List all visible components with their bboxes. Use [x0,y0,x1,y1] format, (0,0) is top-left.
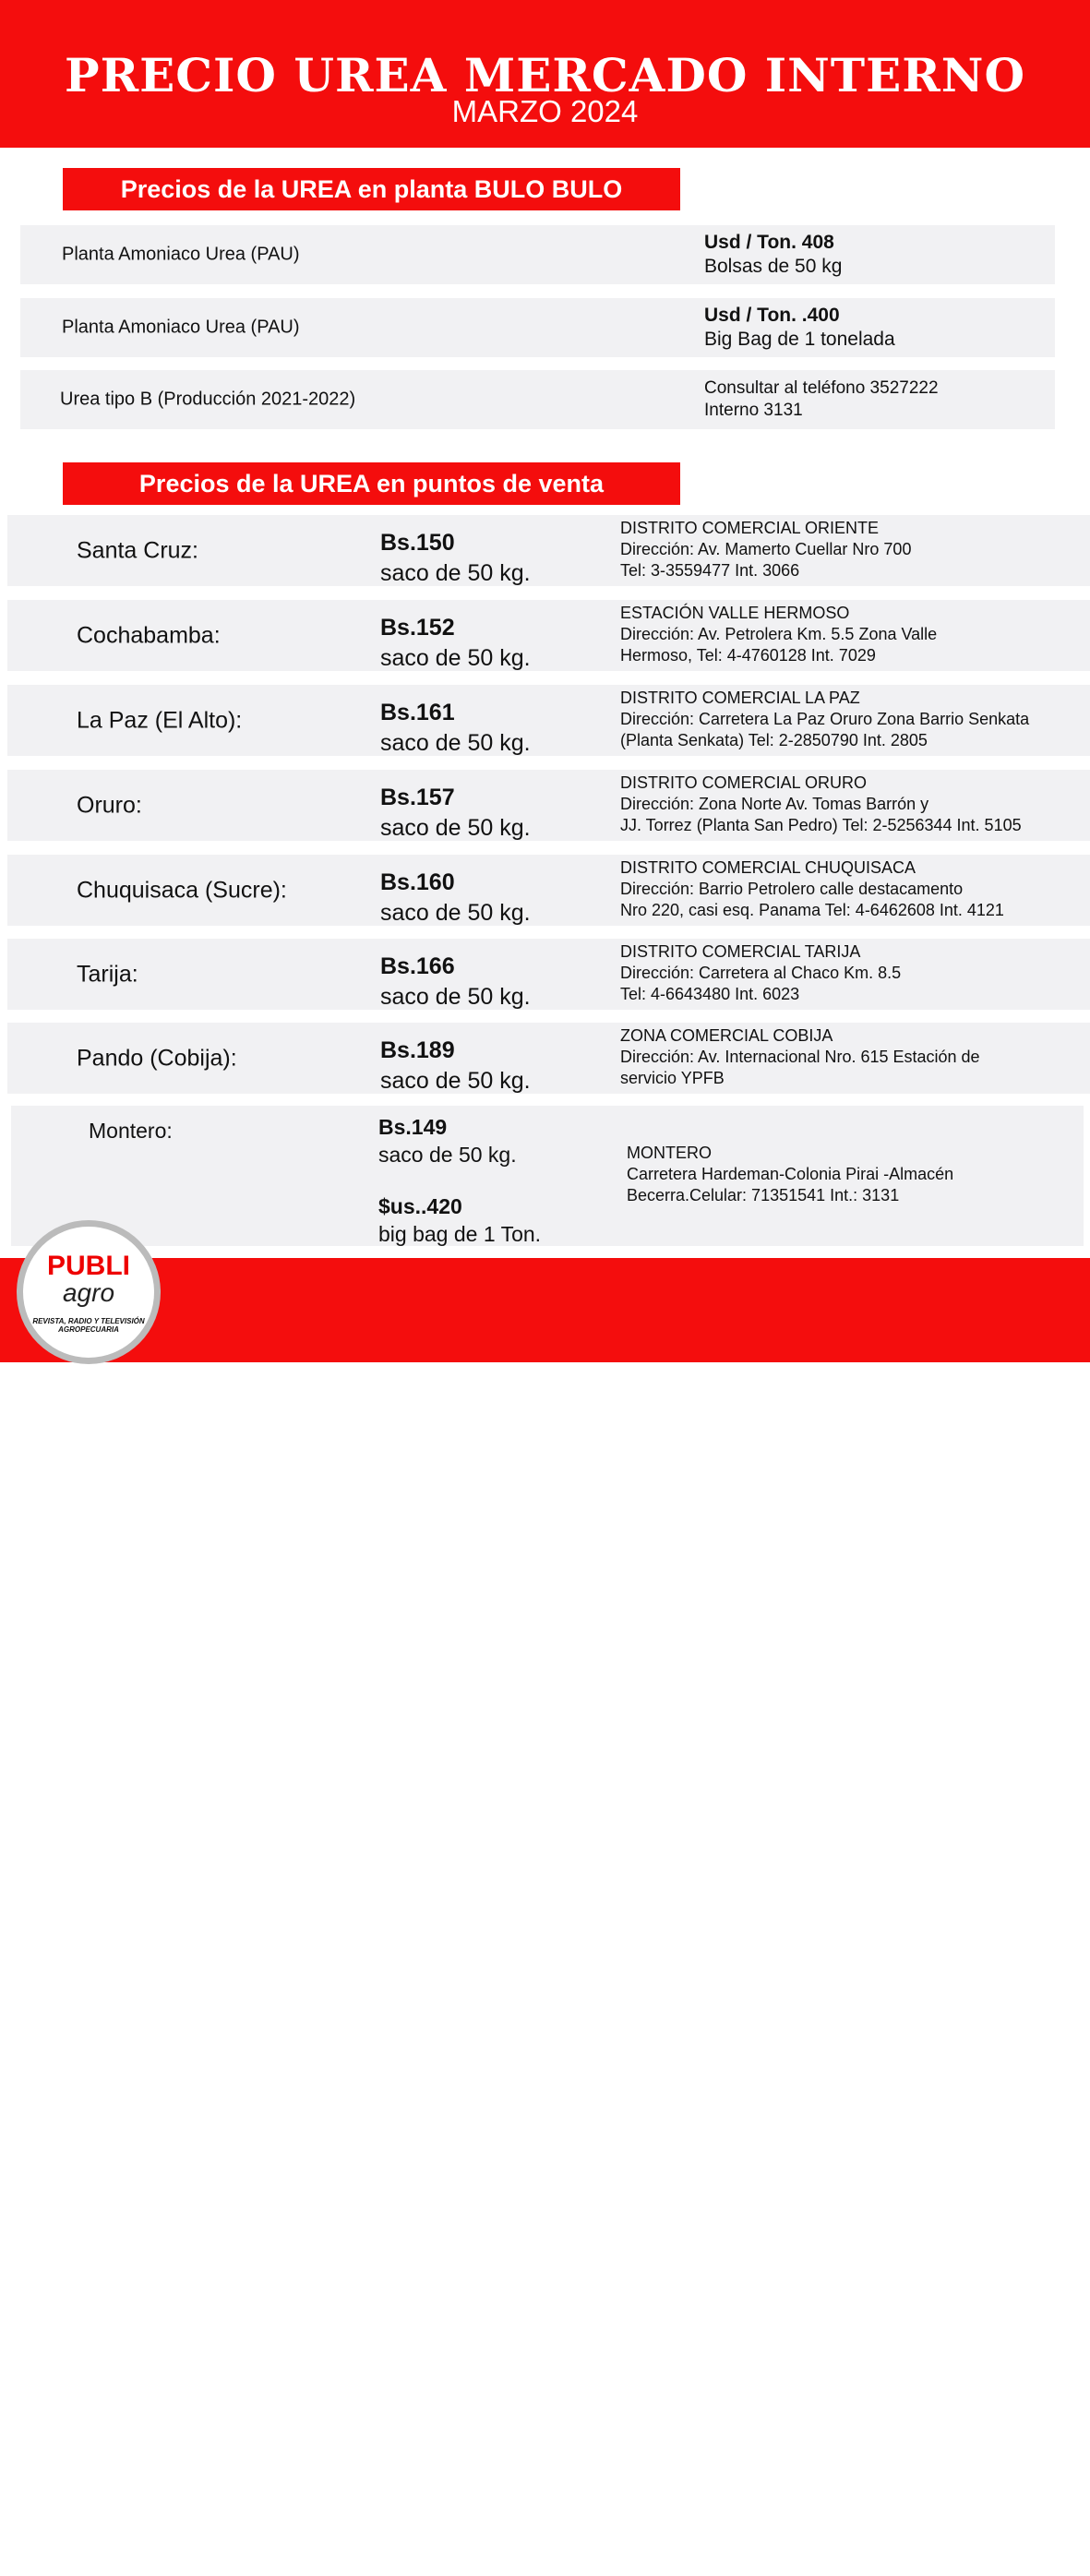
info-line: Tel: 3-3559477 Int. 3066 [620,561,800,580]
info-line: Becerra.Celular: 71351541 Int.: 3131 [627,1186,900,1204]
sales-point-row: Chuquisaca (Sucre): Bs.160 saco de 50 kg.… [7,855,1090,926]
header-banner: PRECIO UREA MERCADO INTERNO MARZO 2024 [0,0,1090,148]
footer-banner: Mennoniten Heute Monogástricos MASCOTAS … [0,1258,1090,2576]
logo-tagline: REVISTA, RADIO Y TELEVISIÓN AGROPECUARIA [32,1317,145,1334]
unit: saco de 50 kg. [380,984,531,1010]
price: Bs.166 [380,953,455,979]
sales-point-row: Pando (Cobija): Bs.189 saco de 50 kg. ZON… [7,1023,1090,1094]
sales-point-row: Oruro: Bs.157 saco de 50 kg. DISTRITO COM… [7,770,1090,841]
unit: saco de 50 kg. [380,730,531,756]
row-name: Planta Amoniaco Urea (PAU) [62,317,300,338]
unit: saco de 50 kg. [380,815,531,841]
logo-agro: agro [62,1278,115,1307]
row-detail: Big Bag de 1 tonelada [704,329,895,350]
city: Chuquisaca (Sucre): [77,877,287,903]
brand-mascotas: MASCOTAS [581,2550,697,2573]
brand-beni-productivo: BENI Productivo [893,2548,1011,2564]
info-line: JJ. Torrez (Planta San Pedro) Tel: 2-525… [620,816,1022,834]
info-line: DISTRITO COMERCIAL ORURO [620,773,868,792]
sales-point-row: Tarija: Bs.166 saco de 50 kg. DISTRITO CO… [7,939,1090,1010]
info-line: (Planta Senkata) Tel: 2-2850790 Int. 280… [620,731,928,749]
info-line: servicio YPFB [620,1069,725,1087]
price: Bs.150 [380,530,455,556]
row-extension: Interno 3131 [704,401,803,420]
info-line: Dirección: Zona Norte Av. Tomas Barrón y [620,795,929,813]
info-line: Hermoso, Tel: 4-4760128 Int. 7029 [620,646,876,665]
info-line: MONTERO [627,1144,712,1162]
info-line: DISTRITO COMERCIAL LA PAZ [620,689,860,707]
info-line: DISTRITO COMERCIAL CHUQUISACA [620,858,916,877]
page-title: PRECIO UREA MERCADO INTERNO [64,48,1025,102]
sales-point-row: Montero: Bs.149 saco de 50 kg. $us..420 big… [11,1106,1084,1246]
price-bigbag: $us..420 [378,1194,462,1218]
row-phone: Consultar al teléfono 3527222 [704,378,939,398]
publiagro-logo: PUBLI agro REVISTA, RADIO Y TELEVISIÓN A… [17,1220,161,1364]
info-line: Carretera Hardeman-Colonia Pirai -Almacé… [627,1165,954,1183]
sales-point-row: Cochabamba: Bs.152 saco de 50 kg. ESTACIÓ… [7,600,1090,671]
price: Bs.189 [380,1037,455,1063]
row-price: Usd / Ton. 408 [704,232,834,253]
row-name: Planta Amoniaco Urea (PAU) [62,244,300,265]
price: Bs.152 [380,615,455,641]
brand-monogastricos: Monogástricos [388,2546,533,2574]
planta-row: Urea tipo B (Producción 2021-2022) Consu… [20,370,1055,429]
price: Bs.160 [380,869,455,895]
unit: saco de 50 kg. [380,645,531,671]
logo-publi: PUBLI [47,1251,130,1281]
section-heading-planta: Precios de la UREA en planta BULO BULO [63,168,680,210]
price: Bs.157 [380,785,455,810]
info-line: DISTRITO COMERCIAL ORIENTE [620,519,880,537]
info-line: Dirección: Carretera La Paz Oruro Zona B… [620,710,1030,728]
info-line: Dirección: Av. Petrolera Km. 5.5 Zona Va… [620,625,938,643]
sales-point-row: La Paz (El Alto): Bs.161 saco de 50 kg. D… [7,685,1090,756]
unit-bigbag: big bag de 1 Ton. [378,1222,542,1246]
unit: saco de 50 kg. [380,560,531,586]
unit: saco de 50 kg. [380,1068,531,1094]
city: Montero: [89,1119,173,1143]
price: Bs.149 [378,1115,448,1139]
city: Santa Cruz: [77,537,199,563]
info-line: Dirección: Av. Mamerto Cuellar Nro 700 [620,540,912,558]
city: Oruro: [77,792,142,818]
row-detail: Bolsas de 50 kg [704,256,843,277]
price: Bs.161 [380,700,455,725]
info-line: Tel: 4-6643480 Int. 6023 [620,985,800,1003]
page-subtitle: MARZO 2024 [451,94,639,128]
info-line: Dirección: Av. Internacional Nro. 615 Es… [620,1048,980,1066]
row-name: Urea tipo B (Producción 2021-2022) [60,389,356,410]
info-line: ZONA COMERCIAL COBIJA [620,1026,833,1045]
city: Cochabamba: [77,622,221,648]
section-heading-puntos: Precios de la UREA en puntos de venta [63,462,680,505]
unit: saco de 50 kg. [380,900,531,926]
city: Tarija: [77,961,138,987]
brand-mennoniten-heute: Mennoniten Heute [208,2539,304,2576]
planta-row: Planta Amoniaco Urea (PAU) Usd / Ton. .4… [20,298,1055,357]
planta-row: Planta Amoniaco Urea (PAU) Usd / Ton. 40… [20,225,1055,284]
city: La Paz (El Alto): [77,707,243,733]
info-line: DISTRITO COMERCIAL TARIJA [620,942,861,961]
unit: saco de 50 kg. [378,1143,517,1167]
info-line: Dirección: Barrio Petrolero calle destac… [620,880,964,898]
info-line: Nro 220, casi esq. Panama Tel: 4-6462608… [620,901,1004,919]
info-line: ESTACIÓN VALLE HERMOSO [620,604,850,622]
brand-hortalizas-frutas: Hortalizas & frutas [761,2534,868,2572]
row-price: Usd / Ton. .400 [704,305,840,326]
sales-point-row: Santa Cruz: Bs.150 saco de 50 kg. DISTRIT… [7,515,1090,586]
city: Pando (Cobija): [77,1045,237,1071]
info-line: Dirección: Carretera al Chaco Km. 8.5 [620,964,902,982]
